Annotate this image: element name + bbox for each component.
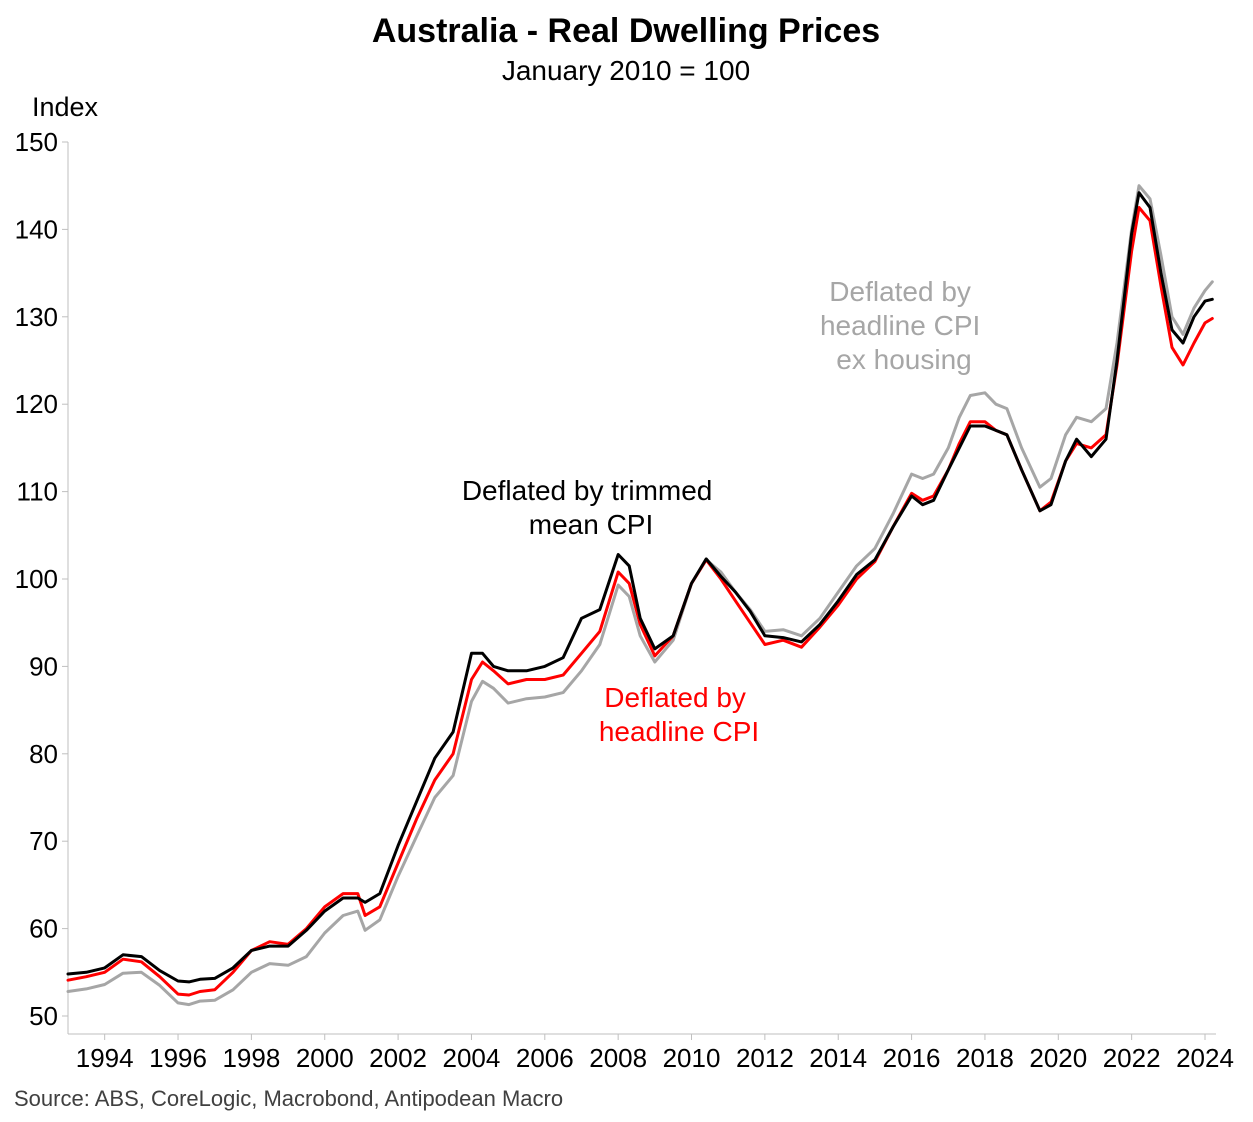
x-tick-label: 2012 [736,1043,794,1073]
y-tick-label: 70 [29,826,58,856]
chart-title: Australia - Real Dwelling Prices [372,12,880,50]
x-tick-label: 1996 [149,1043,207,1073]
x-tick-label: 2002 [369,1043,427,1073]
annotation-ex-housing-line-2: headline CPI [820,310,980,341]
y-tick-label: 130 [15,302,58,332]
y-tick-label: 60 [29,914,58,944]
y-tick-label: 150 [15,127,58,157]
y-tick-label: 80 [29,739,58,769]
x-tick-label: 2004 [443,1043,501,1073]
source-note: Source: ABS, CoreLogic, Macrobond, Antip… [14,1086,563,1111]
y-tick-label: 140 [15,214,58,244]
x-tick-label: 2006 [516,1043,574,1073]
annotation-headline-cpi-line-2: headline CPI [599,716,759,747]
annotation-trimmed-mean-line-1: Deflated by trimmed [462,475,713,506]
x-tick-label: 2010 [663,1043,721,1073]
series-layer [66,184,1214,1007]
x-tick-label: 2024 [1176,1043,1234,1073]
series-line-deflated-by-headline-cpi-ex-housing [66,184,1214,1007]
series-line-deflated-by-headline-cpi [66,206,1214,997]
x-tick-label: 2000 [296,1043,354,1073]
annotation-ex-housing: Deflated by headline CPI ex housing [820,276,988,375]
y-tick-label: 100 [15,564,58,594]
annotation-trimmed-mean-line-2: mean CPI [529,509,654,540]
x-tick-label: 2018 [956,1043,1014,1073]
y-tick-label: 110 [17,477,58,507]
axes: 50 60 70 80 90 100 110 120 130 140 150 1994 1996 1998… [15,127,1234,1073]
x-tick-label: 2022 [1103,1043,1161,1073]
y-tick-label: 50 [29,1001,58,1031]
chart-subtitle: January 2010 = 100 [502,55,750,86]
x-tick-label: 1994 [76,1043,134,1073]
annotation-ex-housing-line-1: Deflated by [829,276,971,307]
y-tick-label: 120 [15,389,58,419]
annotation-trimmed-mean: Deflated by trimmed mean CPI [462,475,720,540]
x-tick-label: 1998 [222,1043,280,1073]
x-tick-label: 2008 [589,1043,647,1073]
x-tick-label: 2016 [883,1043,941,1073]
x-tick-label: 2014 [809,1043,867,1073]
annotation-ex-housing-line-3: ex housing [836,344,971,375]
x-tick-label: 2020 [1029,1043,1087,1073]
y-axis-label: Index [32,92,99,122]
annotation-headline-cpi-line-1: Deflated by [604,682,746,713]
series-line-deflated-by-trimmed-mean-cpi [66,191,1214,984]
y-tick-label: 90 [29,651,58,681]
annotation-headline-cpi: Deflated by headline CPI [599,682,759,747]
